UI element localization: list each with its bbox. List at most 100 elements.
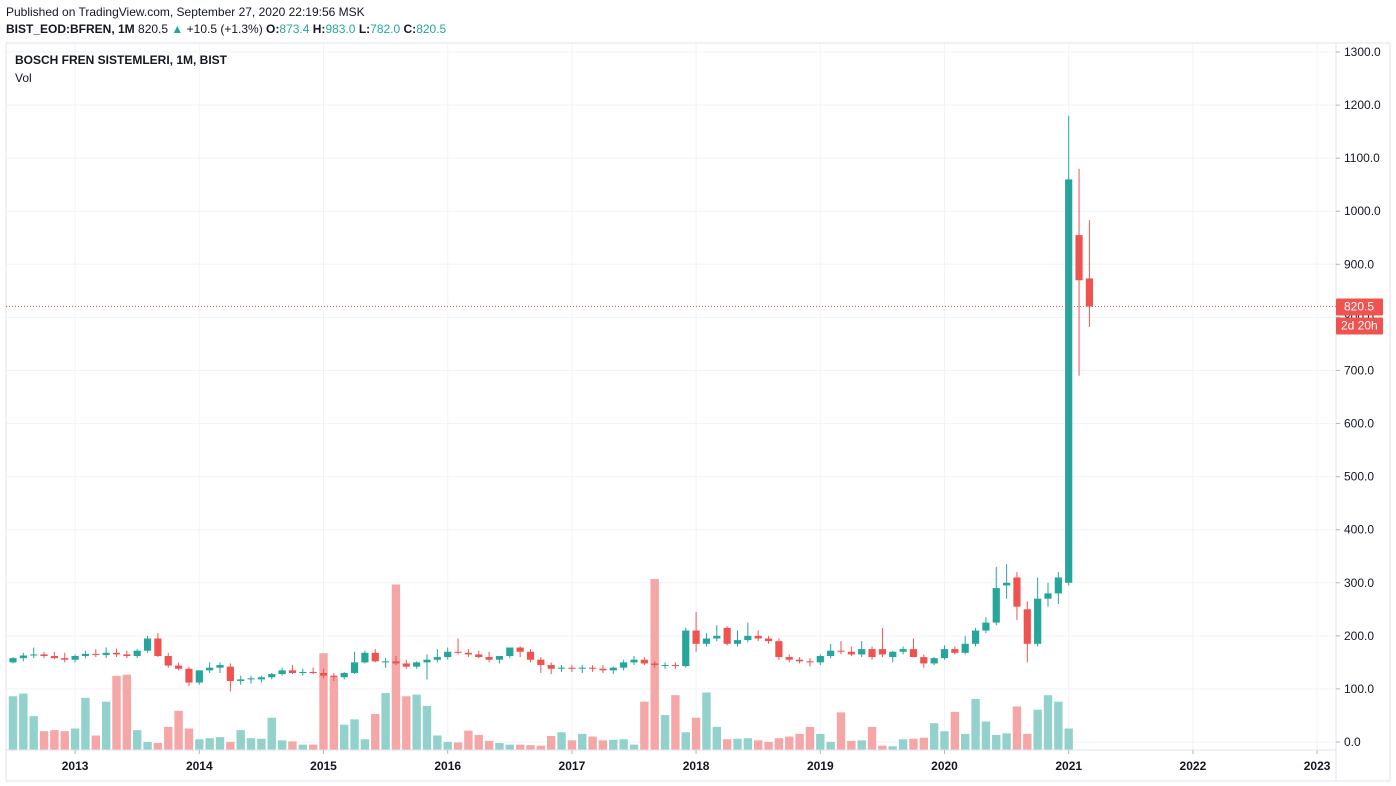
volume-bar: [660, 715, 670, 750]
candle: [557, 665, 566, 672]
volume-bar: [733, 738, 742, 750]
candle: [433, 649, 441, 663]
volume-bar: [277, 740, 287, 750]
volume-label[interactable]: Vol: [15, 71, 32, 85]
candle: [81, 650, 90, 659]
volume-bar: [288, 741, 297, 750]
volume-bar: [8, 696, 18, 750]
candle-body: [133, 650, 141, 657]
candle-body: [175, 665, 183, 669]
volume-bar: [981, 721, 991, 750]
volume-bar: [122, 674, 132, 750]
candle-body: [713, 635, 721, 639]
volume-bar: [1012, 706, 1022, 750]
candle-body: [61, 658, 69, 660]
candle-body: [50, 656, 58, 659]
candle-body: [847, 651, 855, 655]
volume-bar: [308, 744, 318, 750]
candle: [578, 665, 586, 673]
y-tick-label: 600.0: [1344, 417, 1374, 431]
candle: [723, 626, 731, 646]
candle: [143, 635, 152, 653]
candle: [444, 647, 452, 660]
x-tick-label: 2014: [186, 759, 213, 773]
candle: [464, 649, 472, 658]
volume-bar: [215, 737, 225, 750]
low-value: 782.0: [370, 22, 401, 36]
volume-bar: [712, 726, 721, 750]
candle-body: [371, 652, 379, 662]
candle-body: [1013, 577, 1021, 607]
candle-body: [226, 666, 234, 681]
candle: [682, 627, 690, 668]
volume-bar: [402, 696, 411, 750]
volume-bar: [898, 739, 908, 750]
volume-bar: [236, 730, 245, 750]
candle: [350, 651, 359, 675]
candle-body: [392, 661, 400, 664]
candle: [1085, 220, 1093, 327]
candle-body: [951, 649, 959, 653]
volume-bar: [743, 738, 753, 750]
volume-bar: [329, 677, 339, 750]
price-axis[interactable]: 1300.01200.01100.01000.0900.0800.0700.06…: [1336, 45, 1381, 749]
candle: [371, 649, 379, 663]
candle: [288, 665, 297, 675]
volume-bar: [888, 746, 897, 750]
candle-body: [81, 653, 90, 657]
candle-body: [71, 656, 79, 660]
candle-body: [340, 673, 348, 678]
candle: [278, 667, 286, 676]
x-tick-label: 2013: [62, 759, 89, 773]
price-badges: 820.5 2d 20h: [6, 298, 1383, 335]
close-value: 820.5: [416, 22, 447, 36]
candle: [516, 646, 524, 658]
candle-body: [112, 652, 121, 655]
x-tick-label: 2022: [1180, 759, 1207, 773]
candle-body: [961, 643, 969, 653]
candle: [268, 673, 276, 680]
candle: [1075, 168, 1083, 376]
candle: [775, 638, 783, 660]
candle-body: [288, 670, 297, 673]
candle-body: [185, 668, 193, 683]
candle-body: [630, 659, 638, 663]
volume-bar: [629, 744, 639, 750]
time-axis[interactable]: 2013 2014 2015 2016 2017 2018 2019 2020 2021 2022…: [62, 750, 1331, 773]
volume-bar: [950, 711, 960, 750]
candle: [609, 666, 617, 675]
candle-body: [754, 635, 762, 639]
volume-bar: [547, 736, 556, 750]
candle-body: [309, 671, 317, 673]
volume-bar: [422, 705, 432, 750]
candle-body: [682, 630, 690, 667]
candle-body: [413, 662, 421, 667]
volume-bar: [484, 740, 494, 750]
candle-body: [506, 647, 514, 657]
volume-bar: [836, 712, 846, 750]
volume-bar: [453, 742, 463, 750]
volume-bar: [992, 734, 1001, 750]
x-tick-label: 2019: [807, 759, 834, 773]
volume-bar: [785, 736, 794, 750]
volume-bar: [588, 736, 597, 750]
candle-body: [299, 671, 307, 673]
candle: [713, 625, 721, 642]
candle-body: [526, 651, 535, 660]
candle: [733, 630, 742, 647]
y-tick-label: 1200.0: [1344, 98, 1381, 112]
candle-body: [671, 665, 679, 667]
volume-bar: [1002, 733, 1011, 750]
y-tick-label: 0.0: [1344, 735, 1361, 749]
volume-bar: [464, 730, 473, 750]
volume-bar: [1054, 701, 1063, 750]
symbol-label[interactable]: BIST_EOD:BFREN, 1M: [6, 22, 135, 36]
candle: [1065, 115, 1073, 586]
x-tick-label: 2017: [559, 759, 586, 773]
volume-bar: [91, 735, 100, 750]
volume-bar: [505, 744, 514, 750]
volume-bar: [391, 584, 401, 750]
candle: [692, 611, 700, 652]
open-value: 873.4: [279, 22, 310, 36]
